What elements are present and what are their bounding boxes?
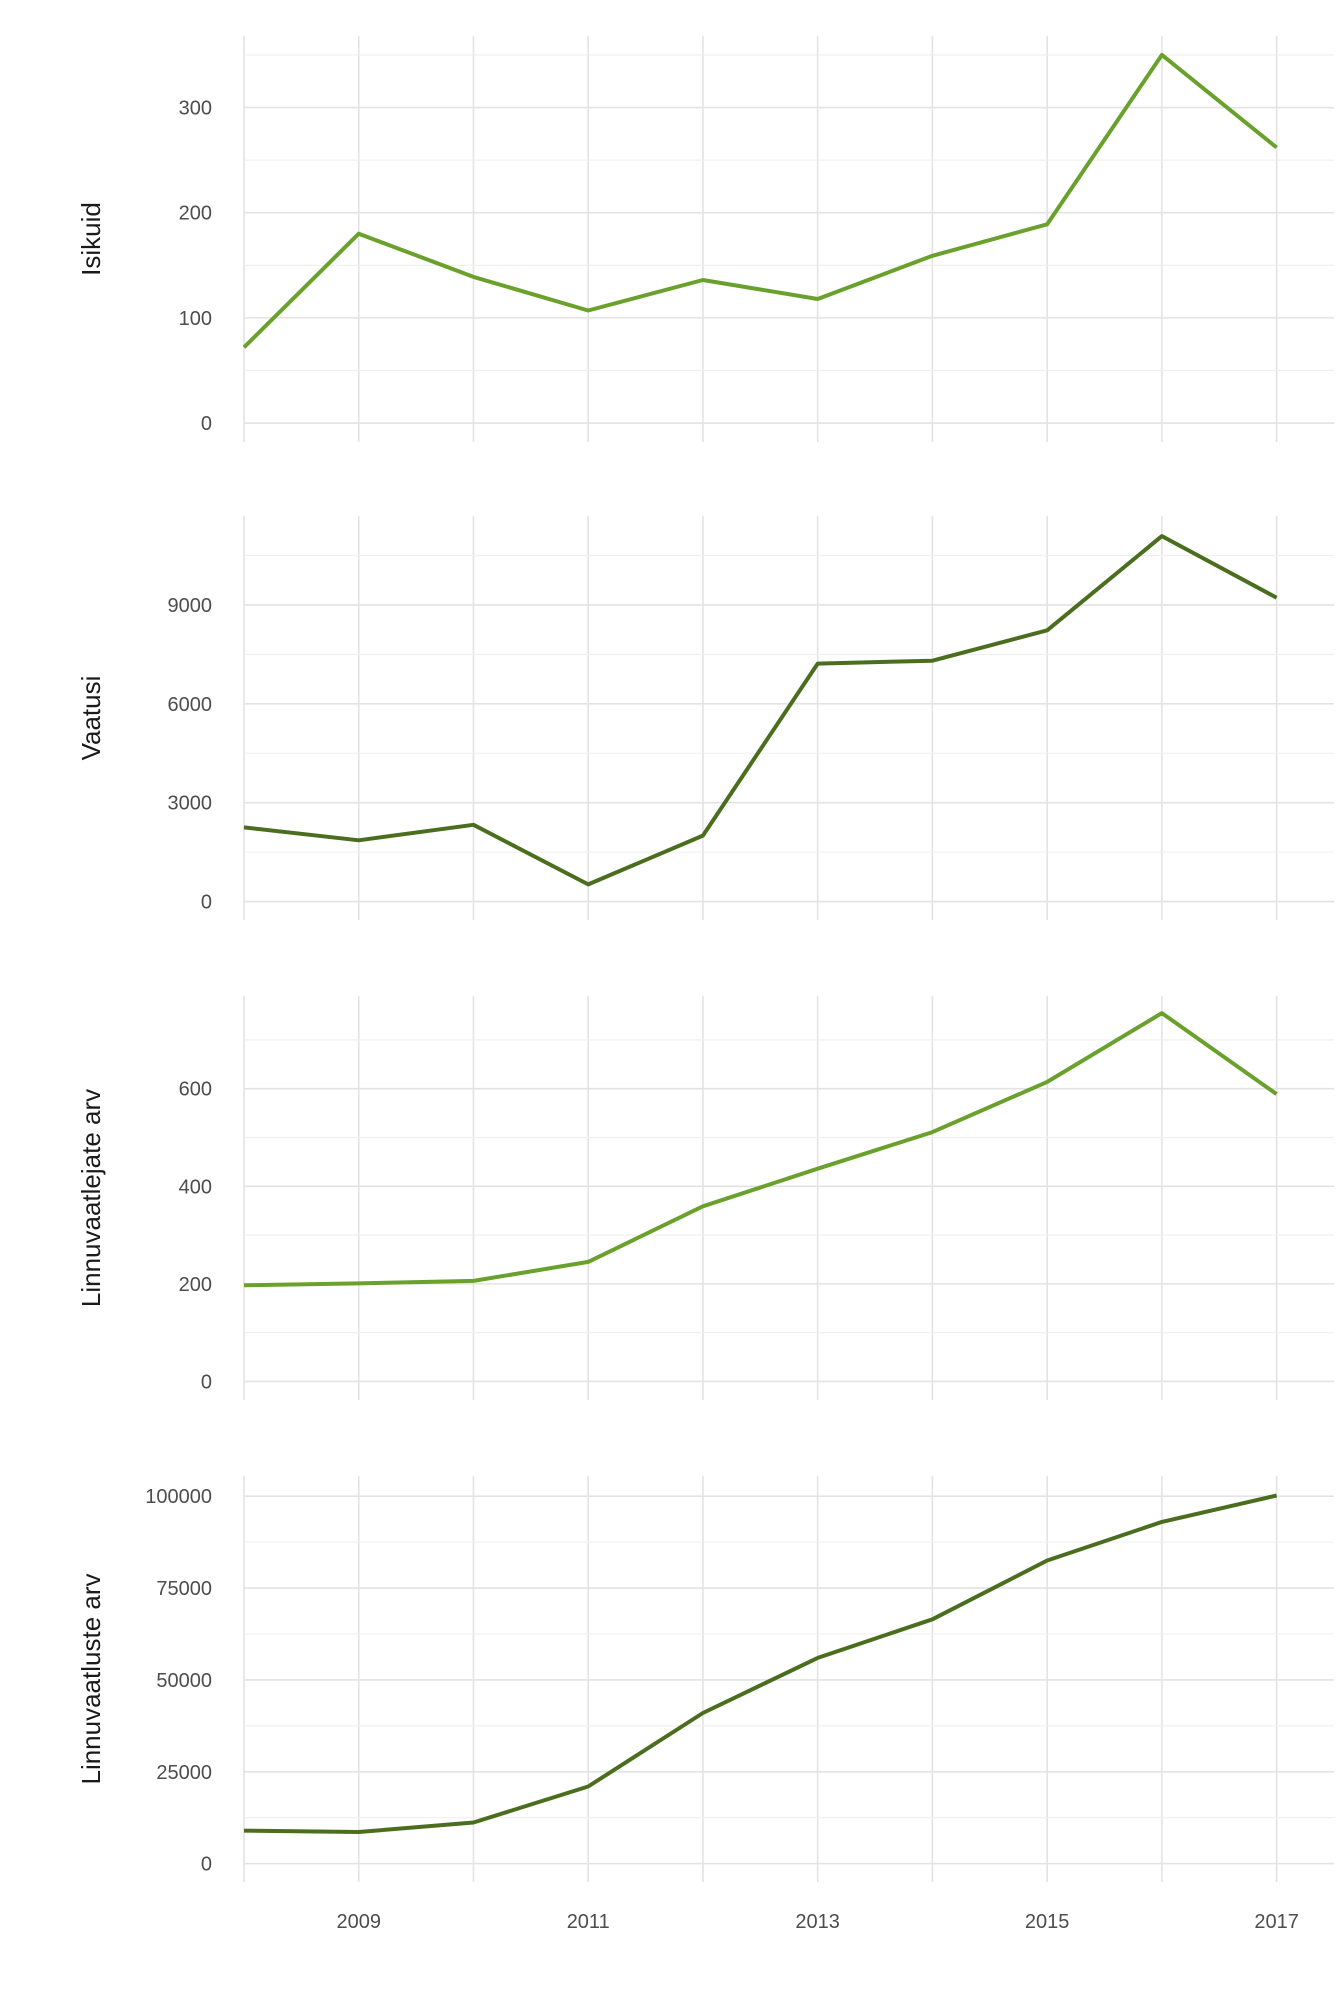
series-line	[243, 1493, 1278, 1834]
y-tick-label: 400	[179, 1176, 212, 1198]
series-line	[243, 534, 1278, 887]
y-tick-label: 50000	[156, 1670, 212, 1692]
x-tick-label: 2015	[1025, 1911, 1070, 1933]
x-tick-label: 2013	[795, 1911, 840, 1933]
panel-4: 0 25000 50000 75000 100000 Linnuvaatluste arv	[76, 1476, 1334, 1882]
y-tick-label: 200	[179, 203, 212, 225]
x-axis: 2009 2011 2013 2015 2017	[336, 1911, 1298, 1933]
x-tick-label: 2011	[567, 1911, 610, 1933]
x-tick-label: 2017	[1254, 1911, 1299, 1933]
y-tick-label: 300	[179, 98, 212, 120]
series-line	[243, 1011, 1278, 1288]
y-axis-title: Linnuvaatlejate arv	[76, 1089, 106, 1307]
series-line	[242, 52, 1278, 349]
y-tick-label: 0	[201, 413, 212, 435]
y-tick-label: 9000	[168, 595, 213, 617]
panel-2: 0 3000 6000 9000 Vaatusi	[76, 516, 1334, 920]
panel-1: 0 100 200 300 Isikuid	[76, 36, 1334, 442]
y-tick-label: 0	[201, 892, 212, 914]
y-tick-label: 200	[179, 1274, 212, 1296]
y-tick-label: 100	[179, 308, 212, 330]
y-tick-label: 100000	[145, 1486, 212, 1508]
panel-3: 0 200 400 600 Linnuvaatlejate arv	[76, 996, 1334, 1400]
y-tick-label: 3000	[168, 793, 213, 815]
y-tick-label: 0	[201, 1854, 212, 1876]
y-tick-label: 75000	[156, 1578, 212, 1600]
x-tick-label: 2009	[336, 1911, 381, 1933]
y-tick-label: 0	[201, 1371, 212, 1393]
y-tick-label: 25000	[156, 1762, 212, 1784]
y-axis-title: Linnuvaatluste arv	[76, 1573, 106, 1784]
y-axis-title: Vaatusi	[76, 676, 106, 761]
y-tick-label: 6000	[168, 694, 213, 716]
y-tick-label: 600	[179, 1079, 212, 1101]
y-axis-title: Isikuid	[76, 202, 106, 276]
